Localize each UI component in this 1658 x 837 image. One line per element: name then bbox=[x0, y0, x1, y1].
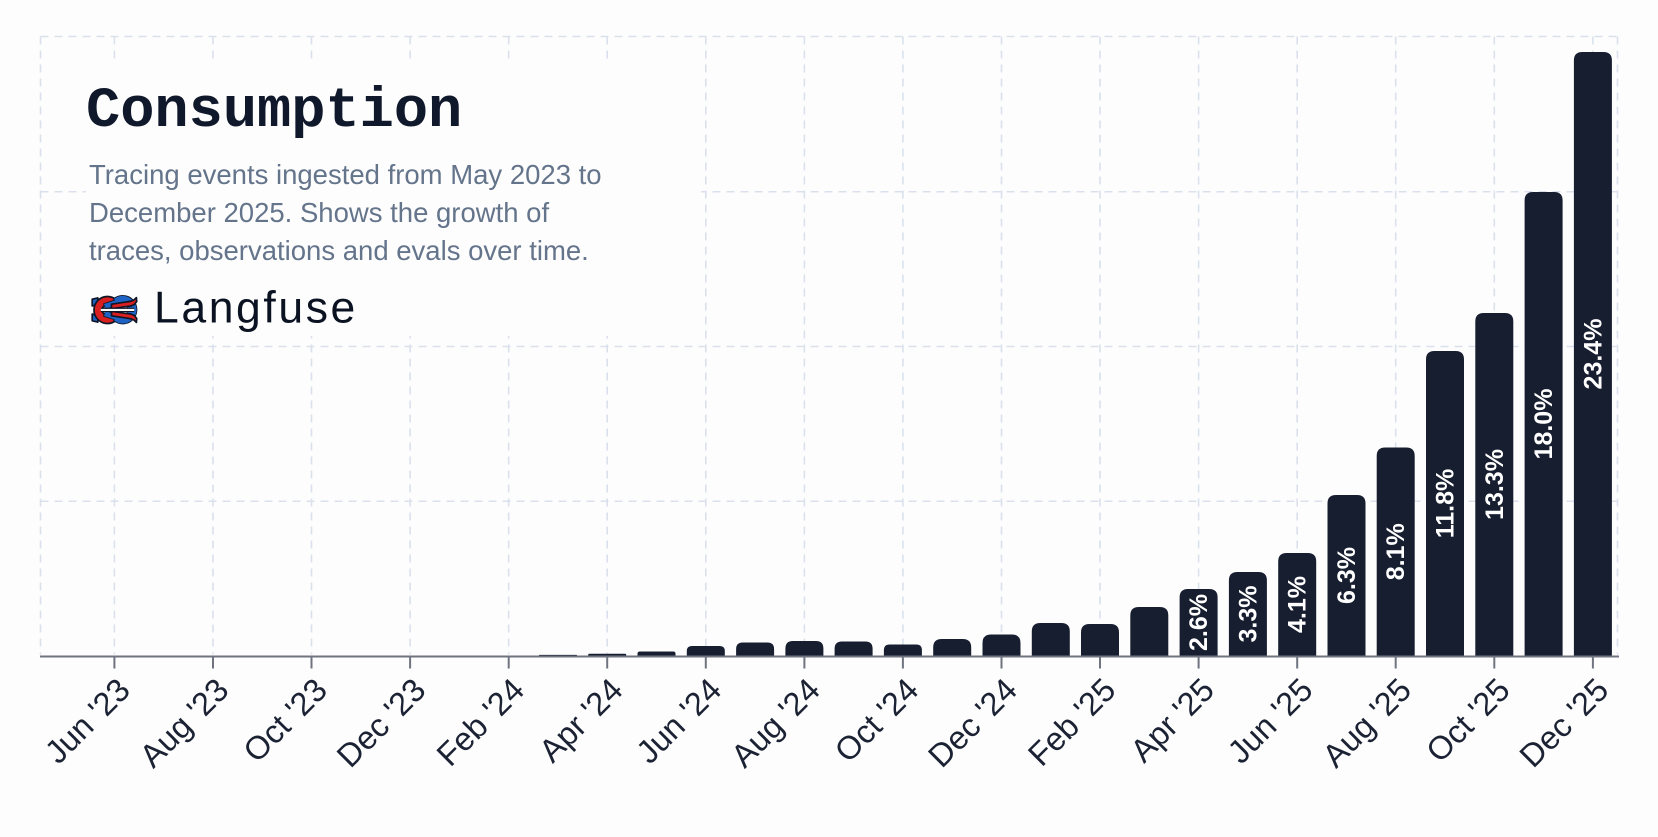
svg-text:18.0%: 18.0% bbox=[1530, 389, 1558, 460]
svg-text:23.4%: 23.4% bbox=[1579, 319, 1607, 390]
svg-text:8.1%: 8.1% bbox=[1382, 523, 1410, 580]
svg-text:December 2025. Shows the growt: December 2025. Shows the growth of bbox=[89, 197, 549, 228]
svg-text:traces, observations and evals: traces, observations and evals over time… bbox=[89, 235, 589, 266]
svg-text:Langfuse: Langfuse bbox=[154, 284, 358, 333]
svg-text:Tracing events ingested from M: Tracing events ingested from May 2023 to bbox=[89, 159, 602, 190]
svg-text:4.1%: 4.1% bbox=[1284, 576, 1312, 633]
svg-text:2.6%: 2.6% bbox=[1185, 594, 1213, 651]
svg-text:13.3%: 13.3% bbox=[1481, 449, 1509, 520]
svg-text:11.8%: 11.8% bbox=[1432, 469, 1460, 539]
svg-text:Consumption: Consumption bbox=[86, 80, 462, 144]
svg-text:6.3%: 6.3% bbox=[1333, 547, 1361, 604]
svg-text:3.3%: 3.3% bbox=[1234, 586, 1262, 643]
